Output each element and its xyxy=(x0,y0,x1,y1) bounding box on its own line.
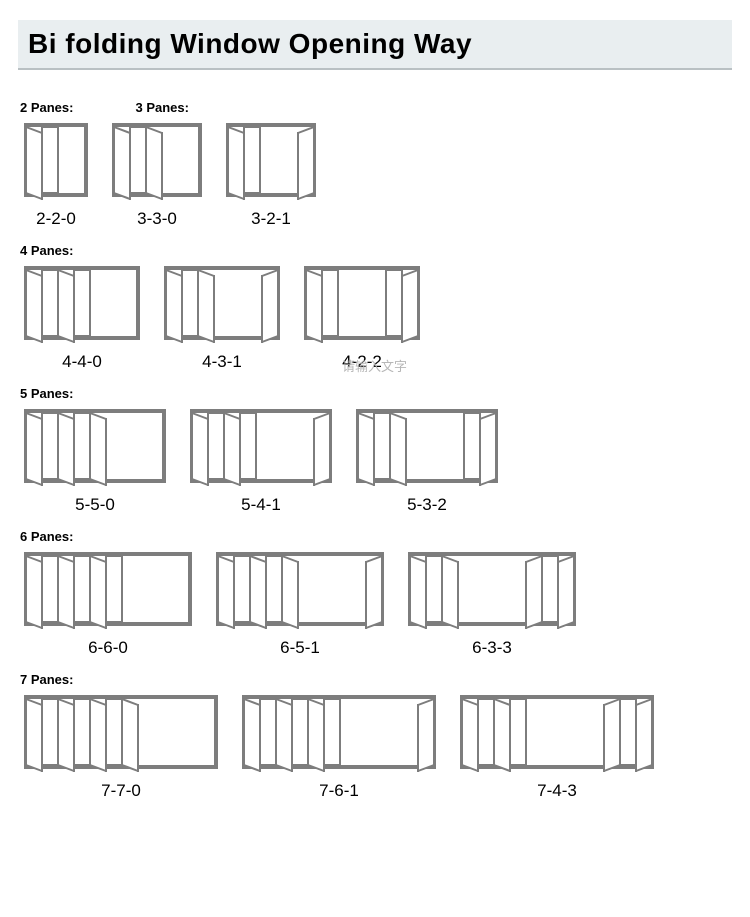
bifold-diagram xyxy=(20,550,196,634)
bifold-diagram xyxy=(238,693,440,777)
bifold-diagram xyxy=(212,550,388,634)
group-header: 6 Panes: xyxy=(18,529,73,544)
config-label: 2-2-0 xyxy=(36,209,76,229)
bifold-diagram xyxy=(20,693,222,777)
config-label: 5-3-2 xyxy=(407,495,447,515)
group-header: 3 Panes: xyxy=(133,100,188,115)
group-header: 4 Panes: xyxy=(18,243,73,258)
diagram-grid: 请输入文字 2 Panes:3 Panes:2-2-03-3-03-2-14 P… xyxy=(18,70,732,801)
config-label: 7-4-3 xyxy=(537,781,577,801)
config-row: 5-5-0 5-4-1 5-3-2 xyxy=(18,407,732,515)
config-label: 4-2-2 xyxy=(342,352,382,372)
config-cell: 7-7-0 xyxy=(20,693,222,801)
bifold-diagram xyxy=(456,693,658,777)
bifold-diagram xyxy=(160,264,284,348)
pane-group: 2 Panes: 3 Panes: 2-2-0 3-3-0 3-2-1 xyxy=(18,100,732,229)
pane-group: 4 Panes: 4-4-0 4-3-1 4-2-2 xyxy=(18,243,732,372)
bifold-diagram xyxy=(20,407,170,491)
config-label: 7-7-0 xyxy=(101,781,141,801)
group-header: 2 Panes: xyxy=(18,100,73,115)
bifold-diagram xyxy=(300,264,424,348)
pane-group: 5 Panes: 5-5-0 5-4-1 5-3-2 xyxy=(18,386,732,515)
config-label: 6-5-1 xyxy=(280,638,320,658)
bifold-diagram xyxy=(352,407,502,491)
config-label: 4-3-1 xyxy=(202,352,242,372)
config-label: 3-2-1 xyxy=(251,209,291,229)
config-cell: 4-2-2 xyxy=(300,264,424,372)
config-label: 5-4-1 xyxy=(241,495,281,515)
config-cell: 5-3-2 xyxy=(352,407,502,515)
config-cell: 2-2-0 xyxy=(20,121,92,229)
pane-group: 7 Panes: 7-7-0 7-6-1 7-4-3 xyxy=(18,672,732,801)
bifold-diagram xyxy=(186,407,336,491)
bifold-diagram xyxy=(222,121,320,205)
config-row: 2-2-0 3-3-0 3-2-1 xyxy=(18,121,732,229)
group-header: 5 Panes: xyxy=(18,386,73,401)
bifold-diagram xyxy=(404,550,580,634)
config-row: 7-7-0 7-6-1 7-4-3 xyxy=(18,693,732,801)
group-header: 7 Panes: xyxy=(18,672,73,687)
pane-group: 6 Panes: 6-6-0 6-5-1 6-3-3 xyxy=(18,529,732,658)
config-cell: 6-3-3 xyxy=(404,550,580,658)
config-label: 5-5-0 xyxy=(75,495,115,515)
config-cell: 7-4-3 xyxy=(456,693,658,801)
bifold-diagram xyxy=(108,121,206,205)
config-cell: 6-6-0 xyxy=(20,550,196,658)
config-label: 3-3-0 xyxy=(137,209,177,229)
config-label: 6-6-0 xyxy=(88,638,128,658)
config-cell: 5-5-0 xyxy=(20,407,170,515)
config-cell: 5-4-1 xyxy=(186,407,336,515)
config-cell: 3-3-0 xyxy=(108,121,206,229)
bifold-diagram xyxy=(20,264,144,348)
config-cell: 6-5-1 xyxy=(212,550,388,658)
config-cell: 7-6-1 xyxy=(238,693,440,801)
config-cell: 4-4-0 xyxy=(20,264,144,372)
config-cell: 3-2-1 xyxy=(222,121,320,229)
config-cell: 4-3-1 xyxy=(160,264,284,372)
page-title: Bi folding Window Opening Way xyxy=(18,20,732,70)
config-row: 6-6-0 6-5-1 6-3-3 xyxy=(18,550,732,658)
config-label: 7-6-1 xyxy=(319,781,359,801)
config-row: 4-4-0 4-3-1 4-2-2 xyxy=(18,264,732,372)
bifold-diagram xyxy=(20,121,92,205)
config-label: 4-4-0 xyxy=(62,352,102,372)
config-label: 6-3-3 xyxy=(472,638,512,658)
